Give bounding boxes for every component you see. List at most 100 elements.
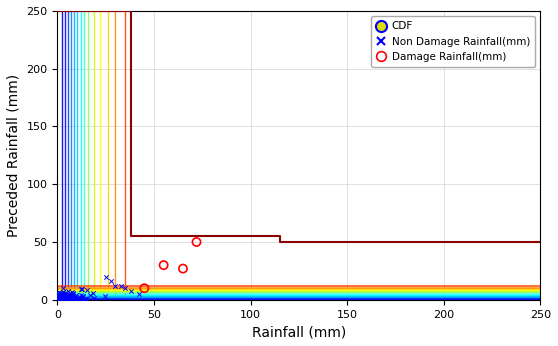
Point: [64, 294, 73, 300]
Point: [60, 297, 69, 302]
Point: [53, 294, 62, 300]
Point: [64, 295, 73, 301]
Point: [55, 296, 64, 302]
Point: [111, 283, 120, 289]
Point: [69, 297, 78, 302]
Point: [57, 292, 66, 297]
Point: [80, 297, 89, 302]
Point: [70, 295, 79, 301]
Point: [53, 294, 62, 299]
Point: [68, 295, 76, 301]
Point: [62, 292, 71, 298]
Point: [73, 297, 82, 302]
Point: [60, 296, 69, 301]
Point: [81, 296, 90, 302]
Point: [55, 297, 64, 302]
Point: [54, 295, 62, 300]
Point: [69, 296, 78, 302]
Point: [59, 295, 68, 300]
Point: [57, 297, 66, 302]
Point: [64, 296, 73, 302]
Point: [59, 297, 68, 302]
Point: [76, 296, 85, 302]
Point: [55, 294, 64, 300]
Point: [64, 295, 73, 301]
Point: [55, 295, 64, 301]
Point: [65, 293, 74, 299]
Point: [69, 297, 78, 302]
Point: [55, 297, 64, 302]
Point: [54, 295, 62, 301]
Point: [54, 293, 63, 298]
Point: [71, 297, 80, 302]
Point: [58, 292, 67, 297]
Point: [60, 295, 69, 301]
Point: [57, 296, 66, 301]
Point: [60, 291, 69, 297]
Point: [76, 287, 85, 292]
Point: [59, 296, 68, 301]
Point: [61, 294, 70, 300]
Point: [57, 297, 66, 302]
Point: [57, 297, 66, 302]
Point: [59, 293, 68, 298]
Point: [53, 291, 62, 297]
Point: [60, 296, 69, 302]
Point: [61, 295, 70, 300]
Point: [53, 295, 62, 301]
Point: [66, 296, 75, 301]
Point: [79, 294, 88, 299]
Point: [58, 285, 67, 291]
Point: [59, 294, 68, 300]
Point: [56, 296, 65, 301]
Point: [69, 290, 78, 295]
Point: [82, 297, 91, 302]
Point: [56, 293, 65, 299]
Point: [57, 293, 66, 298]
Y-axis label: Preceded Rainfall (mm): Preceded Rainfall (mm): [7, 74, 21, 237]
Point: [57, 293, 66, 298]
Point: [61, 297, 70, 302]
Point: [61, 296, 70, 301]
Point: [56, 295, 65, 301]
Point: [68, 293, 76, 299]
Point: [73, 296, 81, 302]
Point: [67, 292, 76, 298]
Point: [60, 297, 69, 302]
Point: [64, 297, 73, 302]
Point: [60, 294, 69, 300]
Point: [67, 289, 76, 295]
Point: [60, 295, 69, 300]
Point: [60, 295, 69, 300]
Point: [83, 287, 92, 293]
Point: [54, 293, 62, 298]
Point: [58, 297, 67, 302]
Point: [58, 291, 67, 297]
Point: [101, 274, 110, 280]
Point: [60, 295, 69, 300]
Point: [55, 292, 64, 297]
Point: [59, 294, 68, 300]
Point: [100, 293, 109, 299]
Point: [53, 293, 62, 299]
Point: [55, 295, 64, 301]
Point: [64, 289, 73, 294]
Point: [70, 294, 79, 300]
Point: [159, 262, 168, 268]
Point: [55, 295, 64, 300]
Point: [55, 296, 64, 301]
Point: [54, 296, 63, 302]
Point: [179, 266, 187, 271]
Point: [63, 292, 72, 298]
Point: [56, 296, 65, 302]
Point: [59, 297, 68, 302]
Point: [121, 285, 129, 291]
Point: [53, 295, 62, 301]
Point: [54, 297, 62, 302]
Point: [192, 239, 201, 245]
Point: [89, 291, 98, 296]
Legend: CDF, Non Damage Rainfall(mm), Damage Rainfall(mm): CDF, Non Damage Rainfall(mm), Damage Rai…: [371, 16, 535, 67]
Point: [54, 296, 63, 302]
Point: [74, 297, 83, 302]
Point: [77, 286, 86, 292]
